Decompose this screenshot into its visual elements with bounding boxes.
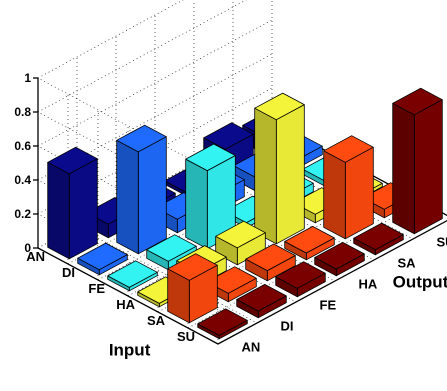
bar-face-top <box>254 92 305 121</box>
bar-face-top <box>206 266 257 294</box>
bar-SA-HA <box>284 225 335 261</box>
bar-FE-DI <box>146 234 197 271</box>
bar-face-front <box>275 104 305 245</box>
bar-SA-AN <box>167 253 218 324</box>
z-tick-label: 0.4 <box>14 173 31 187</box>
bar-face-top <box>392 87 443 116</box>
bar-face-side <box>254 107 277 245</box>
input-axis-line <box>37 219 447 345</box>
z-tick-label: 0.8 <box>14 105 31 119</box>
output-tick-label: SA <box>398 256 417 271</box>
bar-FE-AN <box>107 260 158 292</box>
bar-SU-FE <box>275 261 326 298</box>
output-tick-label: FE <box>320 298 337 313</box>
output-tick-label: HA <box>359 277 378 292</box>
bar-face-top <box>47 146 98 175</box>
output-tick-label: SU <box>437 235 447 250</box>
input-tick-label: DI <box>62 265 75 280</box>
bar-FE-FE <box>185 143 236 250</box>
bar-face-top <box>107 260 158 288</box>
bar-SU-DI <box>236 283 287 319</box>
bar-face-top <box>245 243 296 272</box>
input-axis-title: Input <box>109 341 151 360</box>
bar-face-side <box>323 150 346 240</box>
labels-layer: 0 0.2 0.4 0.6 0.8 1 AN DI FE HA SA SU AN DI FE HA SA SU In… <box>14 71 447 360</box>
input-tick-label: SU <box>177 329 195 344</box>
bar-face-side <box>392 102 415 235</box>
bar-face-top <box>215 220 266 249</box>
output-tick-label: AN <box>242 340 261 355</box>
z-tick-label: 0.6 <box>14 139 31 153</box>
bar-face-top <box>203 122 254 150</box>
bar-face-side <box>116 139 139 255</box>
bar-SA-SA <box>323 135 374 240</box>
bar-DI-AN <box>77 242 128 276</box>
output-axis-title: Output <box>393 273 447 292</box>
bar-face-front <box>137 136 167 255</box>
bar-SU-SU <box>392 87 443 235</box>
bar-face-top <box>146 234 197 262</box>
bar-AN-AN <box>47 146 98 260</box>
output-tick-label: DI <box>281 319 294 334</box>
input-tick-label: HA <box>116 297 135 312</box>
bar-face-top <box>353 222 404 251</box>
bars-layer <box>47 87 443 340</box>
bar-face-side <box>47 161 70 260</box>
z-tick-label: 0.2 <box>14 207 31 221</box>
z-tick-label: 1 <box>24 71 31 85</box>
bar-face-side <box>185 158 208 250</box>
bar-SU-SA <box>353 222 404 256</box>
bar-SU-AN <box>197 308 248 340</box>
bar-SA-FE <box>245 243 296 282</box>
bar-HA-HA <box>254 92 305 245</box>
bar-face-top <box>116 124 167 153</box>
bar-face-top <box>236 283 287 312</box>
bar-DI-DI <box>116 124 167 255</box>
input-tick-label: SA <box>147 313 166 328</box>
z-tick-label: 0 <box>24 241 31 255</box>
bar-face-top <box>323 135 374 163</box>
bar-face-front <box>344 146 374 240</box>
input-tick-label: FE <box>88 281 105 296</box>
bar-face-top <box>284 225 335 254</box>
bar-face-top <box>185 143 236 172</box>
bar-face-top <box>197 308 248 336</box>
bar-face-top <box>275 261 326 289</box>
input-tick-label: AN <box>26 249 45 264</box>
bar-SU-HA <box>314 241 365 277</box>
bar-face-top <box>167 253 218 281</box>
bar-face-top <box>314 241 365 270</box>
bar-face-front <box>413 99 443 235</box>
bar-face-top <box>77 242 128 271</box>
bar-face-front <box>68 158 98 260</box>
